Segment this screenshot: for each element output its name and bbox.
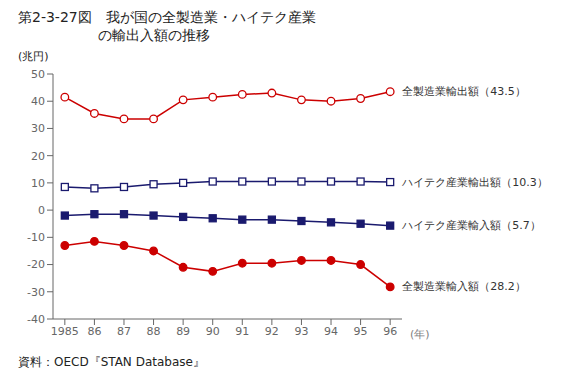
svg-text:94: 94 <box>324 325 338 338</box>
svg-text:88: 88 <box>147 325 161 338</box>
svg-text:(年): (年) <box>410 328 430 341</box>
svg-text:95: 95 <box>354 325 368 338</box>
svg-text:全製造業輸入額（28.2）: 全製造業輸入額（28.2） <box>402 280 526 293</box>
svg-text:93: 93 <box>294 325 308 338</box>
svg-text:87: 87 <box>117 325 131 338</box>
svg-text:89: 89 <box>176 325 190 338</box>
svg-text:-40: -40 <box>27 313 45 326</box>
svg-text:-10: -10 <box>27 231 45 244</box>
svg-text:50: 50 <box>31 68 45 81</box>
svg-text:91: 91 <box>235 325 249 338</box>
html-text:の輸出入額の推移: の輸出入額の推移 <box>98 27 210 43</box>
html-text:(兆円): (兆円) <box>18 50 49 63</box>
svg-text:86: 86 <box>87 325 101 338</box>
svg-text:96: 96 <box>383 325 397 338</box>
html-text:第2-3-27図 我が国の全製造業・ハイテク産業: 第2-3-27図 我が国の全製造業・ハイテク産業 <box>18 9 316 25</box>
svg-text:ハイテク産業輸出額（10.3）: ハイテク産業輸出額（10.3） <box>401 176 548 189</box>
svg-text:90: 90 <box>206 325 220 338</box>
svg-text:20: 20 <box>31 150 45 163</box>
svg-text:-20: -20 <box>27 258 45 271</box>
svg-text:ハイテク産業輸入額（5.7）: ハイテク産業輸入額（5.7） <box>401 219 541 232</box>
svg-text:10: 10 <box>31 177 45 190</box>
svg-text:0: 0 <box>38 204 45 217</box>
svg-text:30: 30 <box>31 122 45 135</box>
svg-text:-30: -30 <box>27 286 45 299</box>
svg-text:40: 40 <box>31 95 45 108</box>
svg-text:92: 92 <box>265 325 279 338</box>
html-text:資料：OECD『STAN Database』: 資料：OECD『STAN Database』 <box>18 355 205 369</box>
svg-text:全製造業輸出額（43.5）: 全製造業輸出額（43.5） <box>402 85 526 98</box>
svg-text:1985: 1985 <box>51 325 79 338</box>
